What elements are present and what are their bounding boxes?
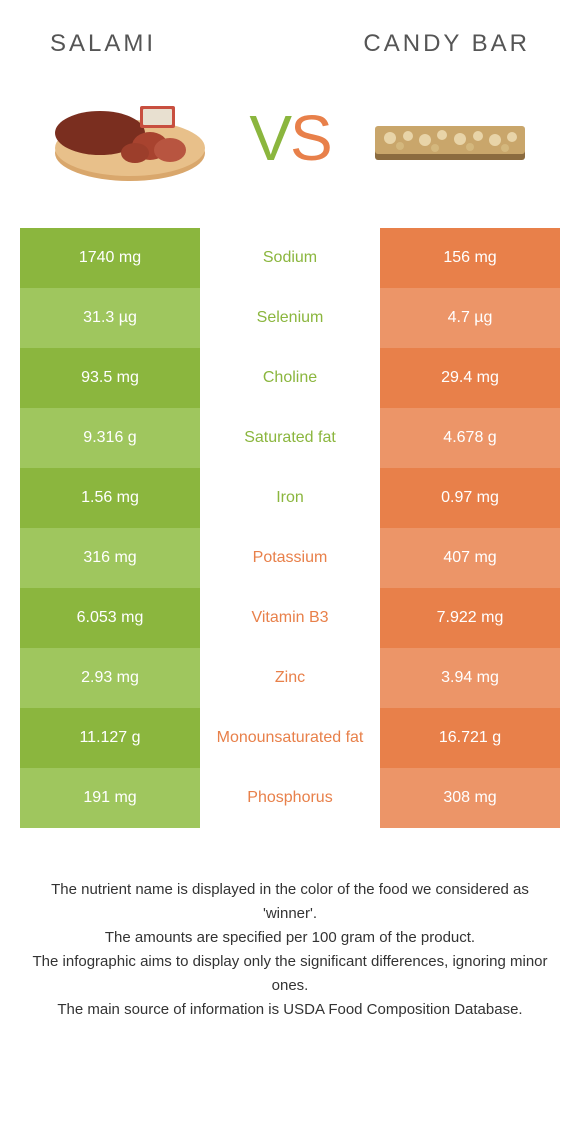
- header: SALAMI CANDY BAR: [0, 0, 580, 78]
- right-value: 3.94 mg: [380, 648, 560, 708]
- nutrient-name: Saturated fat: [200, 408, 380, 468]
- left-value: 9.316 g: [20, 408, 200, 468]
- hero: VS: [0, 78, 580, 218]
- footer: The nutrient name is displayed in the co…: [0, 828, 580, 1042]
- left-value: 191 mg: [20, 768, 200, 828]
- nutrient-name: Potassium: [200, 528, 380, 588]
- left-food-title: SALAMI: [50, 30, 156, 58]
- footer-line3: The infographic aims to display only the…: [30, 950, 550, 998]
- left-value: 1.56 mg: [20, 468, 200, 528]
- table-row: 11.127 gMonounsaturated fat16.721 g: [20, 708, 560, 768]
- nutrient-name: Iron: [200, 468, 380, 528]
- candybar-image: [360, 88, 540, 188]
- table-row: 2.93 mgZinc3.94 mg: [20, 648, 560, 708]
- table-row: 31.3 µgSelenium4.7 µg: [20, 288, 560, 348]
- footer-line4: The main source of information is USDA F…: [30, 998, 550, 1022]
- left-value: 1740 mg: [20, 228, 200, 288]
- salami-image: [40, 88, 220, 188]
- nutrient-name: Sodium: [200, 228, 380, 288]
- left-value: 2.93 mg: [20, 648, 200, 708]
- table-row: 9.316 gSaturated fat4.678 g: [20, 408, 560, 468]
- right-value: 407 mg: [380, 528, 560, 588]
- table-row: 93.5 mgCholine29.4 mg: [20, 348, 560, 408]
- right-value: 308 mg: [380, 768, 560, 828]
- table-row: 1740 mgSodium156 mg: [20, 228, 560, 288]
- right-value: 4.7 µg: [380, 288, 560, 348]
- left-value: 11.127 g: [20, 708, 200, 768]
- left-value: 93.5 mg: [20, 348, 200, 408]
- comparison-table: 1740 mgSodium156 mg31.3 µgSelenium4.7 µg…: [20, 228, 560, 828]
- footer-line1: The nutrient name is displayed in the co…: [30, 878, 550, 926]
- nutrient-name: Selenium: [200, 288, 380, 348]
- right-value: 16.721 g: [380, 708, 560, 768]
- table-row: 6.053 mgVitamin B37.922 mg: [20, 588, 560, 648]
- table-row: 1.56 mgIron0.97 mg: [20, 468, 560, 528]
- nutrient-name: Vitamin B3: [200, 588, 380, 648]
- footer-line2: The amounts are specified per 100 gram o…: [30, 926, 550, 950]
- vs-label: VS: [249, 101, 330, 175]
- nutrient-name: Choline: [200, 348, 380, 408]
- table-row: 316 mgPotassium407 mg: [20, 528, 560, 588]
- right-value: 0.97 mg: [380, 468, 560, 528]
- right-value: 156 mg: [380, 228, 560, 288]
- nutrient-name: Phosphorus: [200, 768, 380, 828]
- table-row: 191 mgPhosphorus308 mg: [20, 768, 560, 828]
- left-value: 316 mg: [20, 528, 200, 588]
- nutrient-name: Zinc: [200, 648, 380, 708]
- right-food-title: CANDY BAR: [363, 30, 530, 58]
- left-value: 6.053 mg: [20, 588, 200, 648]
- right-value: 4.678 g: [380, 408, 560, 468]
- right-value: 7.922 mg: [380, 588, 560, 648]
- right-value: 29.4 mg: [380, 348, 560, 408]
- left-value: 31.3 µg: [20, 288, 200, 348]
- nutrient-name: Monounsaturated fat: [200, 708, 380, 768]
